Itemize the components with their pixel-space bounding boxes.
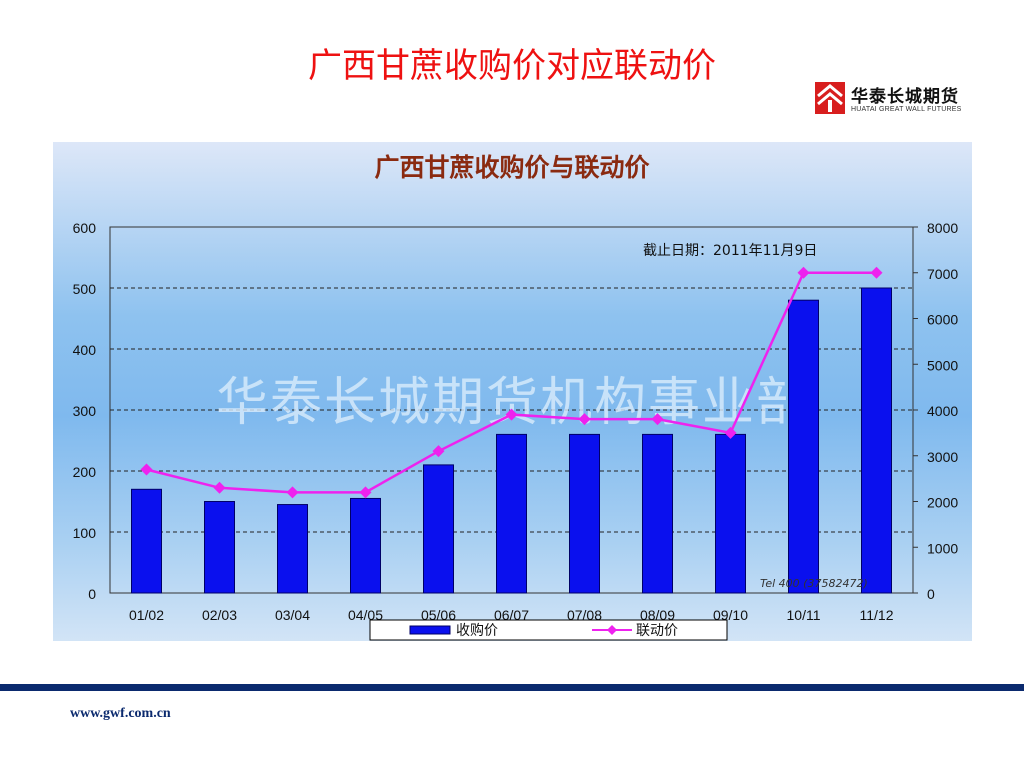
line-point xyxy=(505,408,518,421)
slide-title: 广西甘蔗收购价对应联动价 xyxy=(308,46,716,86)
bar xyxy=(861,287,892,594)
bar xyxy=(569,433,600,594)
legend-label-line: 联动价 xyxy=(636,623,678,639)
bar xyxy=(423,464,454,594)
chart-panel: 广西甘蔗收购价与联动价 0 100 200 300 400 500 600 0 1000 2000 3… xyxy=(53,142,972,641)
legend-swatch-marker xyxy=(607,625,617,635)
footer-bar xyxy=(0,684,1024,691)
chart-svg: 广西甘蔗收购价与联动价01002003004005006000100020003… xyxy=(73,153,958,641)
bar xyxy=(715,433,746,594)
bar xyxy=(350,497,381,594)
footer-url: www.gwf.com.cn xyxy=(70,706,171,721)
watermark-text: 华泰长城期货机构事业部 xyxy=(216,373,810,433)
x-tick-label: 08/09 xyxy=(640,607,675,623)
bar xyxy=(642,433,673,594)
x-tick-label: 10/11 xyxy=(787,607,821,623)
x-tick-label: 11/12 xyxy=(860,607,894,623)
y-right-tick-label: 6000 xyxy=(927,312,958,328)
line-point xyxy=(286,486,299,499)
y-left-tick-label: 500 xyxy=(73,281,97,297)
x-tick-label: 03/04 xyxy=(275,607,310,623)
legend-label-bar: 收购价 xyxy=(456,623,498,639)
line-point xyxy=(724,426,737,439)
x-tick-label: 01/02 xyxy=(129,607,164,623)
line-point xyxy=(578,413,591,426)
bar xyxy=(204,501,235,594)
logo-text-cn: 华泰长城期货 xyxy=(851,87,959,107)
y-left-tick-label: 400 xyxy=(73,342,97,358)
legend-swatch-bar xyxy=(409,625,451,635)
y-right-tick-label: 7000 xyxy=(927,266,958,282)
line-point xyxy=(870,266,883,279)
line-point xyxy=(797,266,810,279)
y-right-tick-label: 8000 xyxy=(927,220,958,236)
line-point xyxy=(651,413,664,426)
logo-text-en: HUATAI GREAT WALL FUTURES xyxy=(851,106,962,113)
x-tick-label: 02/03 xyxy=(202,607,237,623)
line-point xyxy=(140,463,153,476)
y-left-tick-label: 100 xyxy=(73,525,97,541)
y-right-tick-label: 5000 xyxy=(927,357,958,373)
x-tick-label: 06/07 xyxy=(494,607,529,623)
chart-title: 广西甘蔗收购价与联动价 xyxy=(374,153,650,182)
y-left-tick-label: 600 xyxy=(73,220,97,236)
chart-annotation: 截止日期：2011年11月9日 xyxy=(643,243,817,259)
y-left-tick-label: 300 xyxy=(73,403,97,419)
bar xyxy=(496,433,527,594)
y-right-tick-label: 3000 xyxy=(927,449,958,465)
y-right-tick-label: 4000 xyxy=(927,403,958,419)
logo-mark-icon xyxy=(815,82,845,114)
x-tick-label: 05/06 xyxy=(421,607,456,623)
line-point xyxy=(213,481,226,494)
bar xyxy=(788,299,819,594)
y-right-tick-label: 2000 xyxy=(927,495,958,511)
company-logo: 华泰长城期货 HUATAI GREAT WALL FUTURES xyxy=(815,80,985,120)
x-tick-label: 09/10 xyxy=(713,607,748,623)
bar xyxy=(131,488,162,594)
y-right-tick-label: 1000 xyxy=(927,540,958,556)
y-right-tick-label: 0 xyxy=(927,586,935,602)
x-tick-label: 04/05 xyxy=(348,607,383,623)
y-left-tick-label: 0 xyxy=(88,586,96,602)
y-left-tick-label: 200 xyxy=(73,464,97,480)
bar xyxy=(277,504,308,594)
line-point xyxy=(359,486,372,499)
x-tick-label: 07/08 xyxy=(567,607,602,623)
line-point xyxy=(432,445,445,458)
legend-box xyxy=(369,619,728,641)
watermark-tel: Tel 400 (37582472) xyxy=(760,577,868,590)
